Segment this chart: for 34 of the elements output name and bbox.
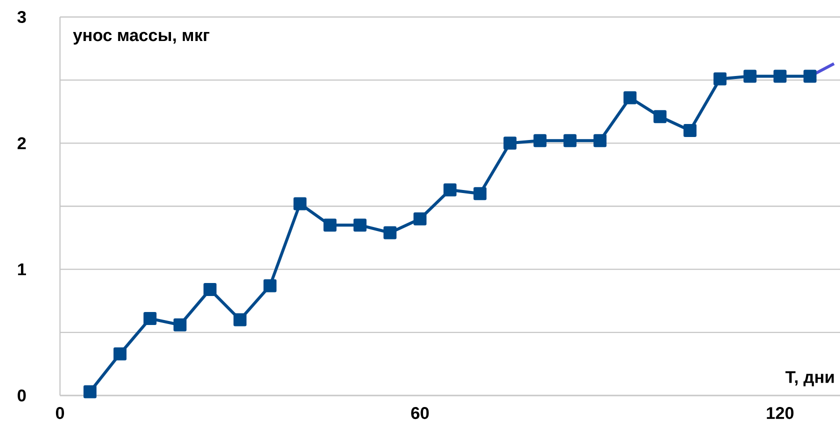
point bbox=[174, 318, 187, 332]
point bbox=[654, 110, 667, 124]
point bbox=[384, 226, 397, 240]
point bbox=[744, 70, 757, 83]
y-tick-label: 2 bbox=[18, 137, 26, 150]
point bbox=[594, 134, 607, 148]
point bbox=[324, 218, 337, 232]
point bbox=[684, 124, 697, 138]
point bbox=[294, 197, 307, 210]
point bbox=[414, 212, 427, 226]
y-tick-label: 1 bbox=[18, 263, 26, 276]
x-tick-label: 0 bbox=[56, 407, 64, 420]
point bbox=[234, 313, 247, 326]
point bbox=[474, 187, 487, 200]
point bbox=[204, 283, 217, 296]
point bbox=[504, 136, 517, 150]
point bbox=[354, 218, 367, 232]
point bbox=[444, 183, 457, 196]
y-axis-title: унос массы, мкг bbox=[73, 32, 210, 45]
x-tick-label: 60 bbox=[411, 407, 429, 420]
point bbox=[774, 70, 787, 83]
point bbox=[84, 385, 97, 398]
y-tick-label: 0 bbox=[18, 389, 26, 402]
y-tick-label: 3 bbox=[17, 10, 26, 24]
x-axis-title: Т, дни bbox=[785, 371, 834, 386]
point bbox=[714, 72, 727, 86]
point bbox=[534, 134, 547, 148]
point bbox=[264, 279, 277, 292]
point bbox=[114, 347, 127, 360]
point bbox=[144, 312, 157, 326]
point bbox=[804, 70, 817, 83]
x-tick-label: 120 bbox=[766, 407, 794, 420]
point bbox=[564, 134, 577, 148]
point bbox=[624, 91, 637, 104]
